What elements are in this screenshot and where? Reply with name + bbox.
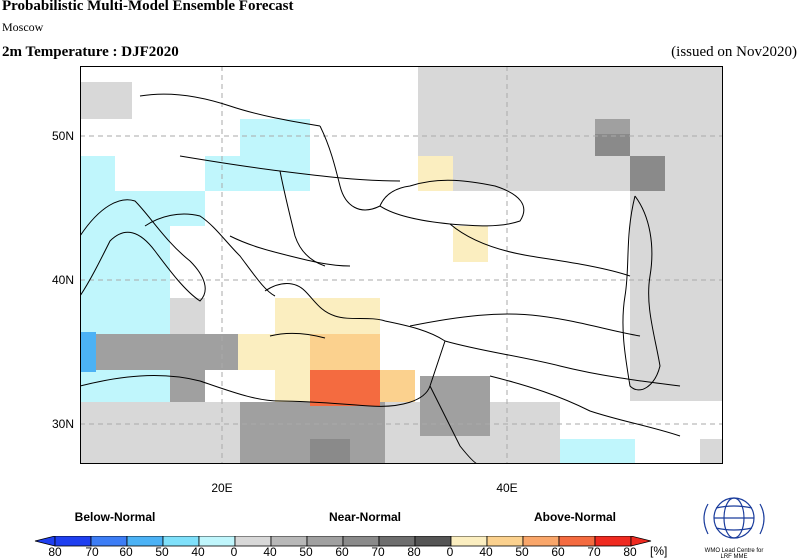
legend-tick: 60 <box>551 545 565 559</box>
legend-arrow-right <box>630 536 652 547</box>
lat-label-30n: 30N <box>51 417 74 431</box>
below-normal-cell <box>170 191 205 226</box>
issued-date: (issued on Nov2020) <box>671 44 797 60</box>
forecast-map <box>80 66 723 464</box>
above-normal-cell <box>310 370 380 406</box>
laurel-right <box>759 503 765 535</box>
border-line <box>279 170 326 267</box>
category-below-normal: Below-Normal <box>74 510 156 524</box>
coastlines <box>80 93 681 464</box>
below-normal-cell <box>205 156 310 191</box>
legend-tick: 50 <box>299 545 313 559</box>
border-line <box>444 340 681 387</box>
legend-tick: 70 <box>85 545 99 559</box>
near-normal-cell <box>96 334 238 370</box>
crete <box>269 332 326 339</box>
below-normal-cell <box>115 191 170 334</box>
probability-cells <box>80 66 723 464</box>
near-normal-cell <box>630 191 723 226</box>
legend-tick: 70 <box>371 545 385 559</box>
logo-caption-line1: WMO Lead Centre for <box>704 548 764 554</box>
map-subtitle: Moscow <box>2 20 44 34</box>
below-normal-cell <box>80 332 96 372</box>
color-legend-bar <box>34 536 652 547</box>
legend-tick: 0 <box>230 545 238 559</box>
logo-caption-line2: LRF MME <box>720 554 748 560</box>
below-normal-cell <box>240 119 310 156</box>
border-line <box>139 93 321 127</box>
border-line <box>449 223 631 277</box>
legend-swatches <box>34 536 652 547</box>
black-sea <box>379 179 525 227</box>
above-normal-cell <box>238 334 275 370</box>
above-normal-cell <box>380 370 415 402</box>
adriatic-coast <box>144 213 276 297</box>
italy-coast <box>80 199 206 302</box>
legend-tick: 80 <box>407 545 421 559</box>
levant-coast <box>384 320 446 387</box>
aegean-coast <box>264 283 386 322</box>
below-normal-cell <box>80 370 170 402</box>
legend-tick: 50 <box>515 545 529 559</box>
legend-tick: 40 <box>263 545 277 559</box>
lat-label-50n: 50N <box>51 129 74 143</box>
legend-tick: 60 <box>335 545 349 559</box>
legend-tick: 0 <box>446 545 454 559</box>
category-above-normal: Above-Normal <box>533 510 616 524</box>
gulf-coast <box>489 375 681 437</box>
lat-label-40n: 40N <box>51 273 74 287</box>
near-normal-cell <box>595 134 630 156</box>
lon-label-40e: 40E <box>496 481 518 495</box>
map-title: Probabilistic Multi-Model Ensemble Forec… <box>2 0 294 14</box>
near-normal-cell <box>700 439 723 464</box>
near-normal-cell <box>310 439 350 464</box>
legend-tick: 70 <box>587 545 601 559</box>
near-normal-cell <box>418 66 723 191</box>
map-frame <box>80 66 723 464</box>
below-normal-cell <box>560 439 635 464</box>
variable-label: 2m Temperature : DJF2020 <box>2 44 179 60</box>
north-africa-coast <box>80 375 431 407</box>
above-normal-cell <box>453 226 488 262</box>
border-line <box>409 313 641 337</box>
legend-unit: [%] <box>650 544 668 558</box>
near-normal-cell <box>80 82 132 119</box>
legend-tick: 40 <box>479 545 493 559</box>
below-normal-cell <box>80 156 115 334</box>
near-normal-cell <box>420 376 490 436</box>
legend-tick: 80 <box>623 545 637 559</box>
category-near-normal: Near-Normal <box>328 510 402 524</box>
legend-tick: 50 <box>155 545 169 559</box>
above-normal-cell <box>418 156 453 191</box>
laurel-left <box>703 503 709 535</box>
near-normal-cell <box>630 156 665 191</box>
near-normal-cell <box>170 298 205 334</box>
border-line <box>319 125 381 211</box>
globe-parallel <box>715 505 753 509</box>
globe-parallel <box>715 527 753 531</box>
border-line <box>229 235 351 267</box>
near-normal-cell <box>630 226 723 401</box>
legend-tick: 60 <box>119 545 133 559</box>
near-normal-cell <box>170 370 205 402</box>
wmo-logo <box>703 497 765 539</box>
red-sea-coast <box>429 385 479 464</box>
lon-label-20e: 20E <box>211 481 233 495</box>
legend-tick: 80 <box>48 545 62 559</box>
above-normal-cell <box>310 334 380 370</box>
caspian-sea <box>622 195 661 391</box>
legend-tick: 40 <box>191 545 205 559</box>
graticule <box>80 66 723 464</box>
